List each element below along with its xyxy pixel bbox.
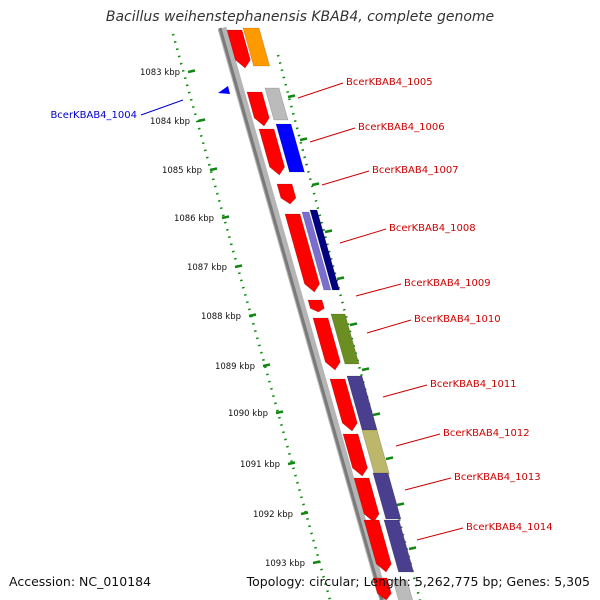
guide-tick: [372, 412, 381, 417]
accession-text: Accession: NC_010184: [9, 574, 152, 589]
scale-tick: [300, 511, 309, 516]
cog-block: [309, 209, 340, 291]
guide-tick: [349, 322, 358, 327]
gene-label[interactable]: BcerKBAB4_1005: [346, 77, 433, 88]
gene-label-leader: [297, 82, 344, 99]
gene-label-leader: [416, 527, 464, 541]
gene-label-leader: [309, 127, 356, 143]
gene-arrow: [258, 128, 285, 176]
scale-tick-label: 1092 kbp: [253, 510, 293, 520]
gene-arrow: [363, 519, 392, 573]
gene-label-leader: [366, 319, 412, 334]
scale-tick: [248, 313, 257, 318]
guide-tick: [324, 229, 333, 234]
gene-label-leader: [382, 384, 428, 398]
gene-label[interactable]: BcerKBAB4_1007: [372, 165, 459, 176]
guide-tick: [408, 546, 417, 551]
gene-arrow: [353, 477, 380, 523]
gene-label[interactable]: BcerKBAB4_1012: [443, 428, 530, 439]
scale-tick-label: 1083 kbp: [140, 68, 180, 78]
guide-tick: [361, 367, 370, 372]
cog-block: [330, 313, 360, 365]
gene-label[interactable]: BcerKBAB4_1008: [389, 223, 476, 234]
scale-tick: [234, 264, 243, 269]
guide-tick: [299, 137, 308, 142]
gene-arrow: [307, 299, 325, 313]
cog-block: [392, 579, 413, 600]
gene-arrow: [329, 378, 358, 432]
scale-tick: [221, 215, 230, 220]
gene-label[interactable]: BcerKBAB4_1009: [404, 278, 491, 289]
gene-arrow: [226, 29, 251, 69]
scale-tick-label: 1089 kbp: [215, 362, 255, 372]
gene-arrow: [372, 577, 392, 600]
scale-tick: [187, 69, 196, 74]
cog-block: [264, 87, 289, 121]
cog-block: [242, 27, 271, 67]
scale-tick: [275, 410, 284, 415]
guide-tick: [287, 94, 296, 99]
topology-text: Topology: circular; Length: 5,262,775 bp…: [246, 574, 590, 589]
feature-blocks: [218, 27, 414, 600]
scale-tick-label: 1087 kbp: [187, 263, 227, 273]
gene-label-leader: [355, 283, 402, 297]
gene-label-leader: [404, 477, 452, 491]
scale-line: [171, 33, 332, 600]
cog-block: [346, 375, 378, 431]
gene-label[interactable]: BcerKBAB4_1006: [358, 122, 445, 133]
backbone: [217, 26, 389, 600]
gene-arrow: [284, 213, 320, 293]
gene-label[interactable]: BcerKBAB4_1014: [466, 522, 553, 533]
gene-label[interactable]: BcerKBAB4_1011: [430, 379, 517, 390]
gene-arrow: [276, 183, 297, 205]
cog-block: [383, 519, 414, 573]
cog-block: [301, 211, 332, 291]
cog-block: [275, 123, 305, 173]
scale-tick-label: 1086 kbp: [174, 214, 214, 224]
scale-tick-label: 1088 kbp: [201, 312, 241, 322]
scale-tick-label: 1084 kbp: [150, 117, 190, 127]
gene-label[interactable]: BcerKBAB4_1013: [454, 472, 541, 483]
scale-ticks: 1083 kbp 1084 kbp 1085 kbp 1086 kbp 1087 kbp…: [140, 68, 417, 569]
gene-label-leader: [339, 228, 387, 244]
guide-tick: [311, 182, 320, 187]
guide-tick: [396, 502, 405, 507]
cog-block: [361, 429, 390, 475]
scale-tick: [262, 363, 271, 368]
gene-labels: BcerKBAB4_1004 BcerKBAB4_1005 BcerKBAB4_10…: [50, 77, 553, 541]
scale-tick: [312, 560, 321, 565]
scale-tick: [287, 461, 296, 466]
scale-tick: [209, 167, 218, 172]
gene-arrow: [342, 433, 368, 477]
gene-label-leader: [395, 433, 441, 447]
cog-block: [372, 472, 402, 520]
gene-arrow: [312, 317, 341, 371]
gene-label-leader: [140, 99, 184, 116]
gene-label-leader: [321, 170, 370, 186]
map-title: Bacillus weihenstephanensis KBAB4, compl…: [105, 9, 495, 25]
scale-tick-label: 1090 kbp: [228, 409, 268, 419]
scale-tick-label: 1085 kbp: [162, 166, 202, 176]
scale-tick-label: 1093 kbp: [265, 559, 305, 569]
guide-tick: [385, 456, 394, 461]
gene-arrow: [246, 91, 270, 127]
scale-tick-label: 1091 kbp: [240, 460, 280, 470]
gene-label[interactable]: BcerKBAB4_1010: [414, 314, 501, 325]
scale-tick: [197, 118, 206, 123]
gene-arrow-small: [218, 86, 230, 94]
guide-tick: [336, 276, 345, 281]
gene-label[interactable]: BcerKBAB4_1004: [50, 110, 137, 121]
